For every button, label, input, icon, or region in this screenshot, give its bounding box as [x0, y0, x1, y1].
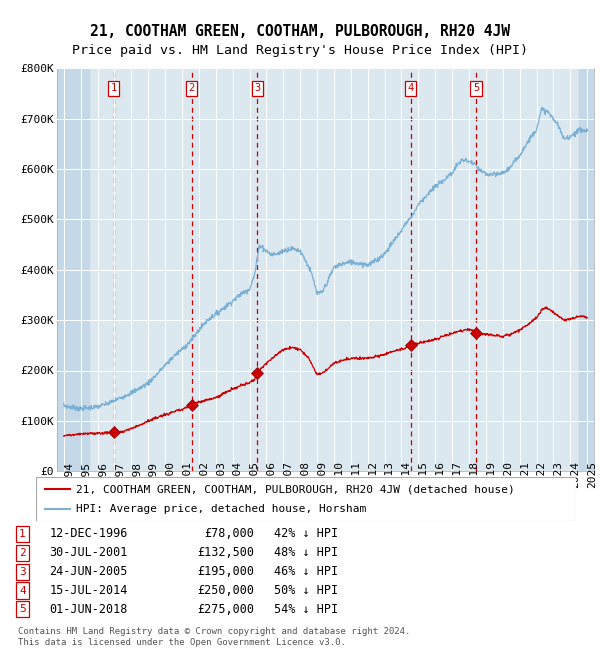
Text: 4: 4 [19, 586, 26, 595]
Text: 48% ↓ HPI: 48% ↓ HPI [274, 546, 338, 559]
Text: £78,000: £78,000 [204, 528, 254, 541]
Text: 46% ↓ HPI: 46% ↓ HPI [274, 565, 338, 578]
Text: 42% ↓ HPI: 42% ↓ HPI [274, 528, 338, 541]
Text: £275,000: £275,000 [197, 603, 254, 616]
Text: 24-JUN-2005: 24-JUN-2005 [49, 565, 128, 578]
Text: 30-JUL-2001: 30-JUL-2001 [49, 546, 128, 559]
Text: HPI: Average price, detached house, Horsham: HPI: Average price, detached house, Hors… [77, 504, 367, 514]
Text: 15-JUL-2014: 15-JUL-2014 [49, 584, 128, 597]
Text: 1: 1 [19, 529, 26, 539]
Text: £132,500: £132,500 [197, 546, 254, 559]
Text: 21, COOTHAM GREEN, COOTHAM, PULBOROUGH, RH20 4JW (detached house): 21, COOTHAM GREEN, COOTHAM, PULBOROUGH, … [77, 484, 515, 494]
Text: 3: 3 [19, 567, 26, 577]
Bar [579, 68, 594, 471]
Text: 4: 4 [407, 83, 414, 94]
Text: 5: 5 [473, 83, 479, 94]
Text: 2: 2 [19, 548, 26, 558]
Text: Contains HM Land Registry data © Crown copyright and database right 2024.
This d: Contains HM Land Registry data © Crown c… [18, 627, 410, 647]
Text: 50% ↓ HPI: 50% ↓ HPI [274, 584, 338, 597]
Text: £195,000: £195,000 [197, 565, 254, 578]
Text: 12-DEC-1996: 12-DEC-1996 [49, 528, 128, 541]
Text: £250,000: £250,000 [197, 584, 254, 597]
Text: 2: 2 [188, 83, 195, 94]
Text: Price paid vs. HM Land Registry's House Price Index (HPI): Price paid vs. HM Land Registry's House … [72, 44, 528, 57]
Text: 21, COOTHAM GREEN, COOTHAM, PULBOROUGH, RH20 4JW: 21, COOTHAM GREEN, COOTHAM, PULBOROUGH, … [90, 24, 510, 39]
Text: 1: 1 [110, 83, 116, 94]
Text: 3: 3 [254, 83, 260, 94]
Text: 54% ↓ HPI: 54% ↓ HPI [274, 603, 338, 616]
Text: 01-JUN-2018: 01-JUN-2018 [49, 603, 128, 616]
Bar [57, 68, 89, 471]
Text: 5: 5 [19, 604, 26, 614]
